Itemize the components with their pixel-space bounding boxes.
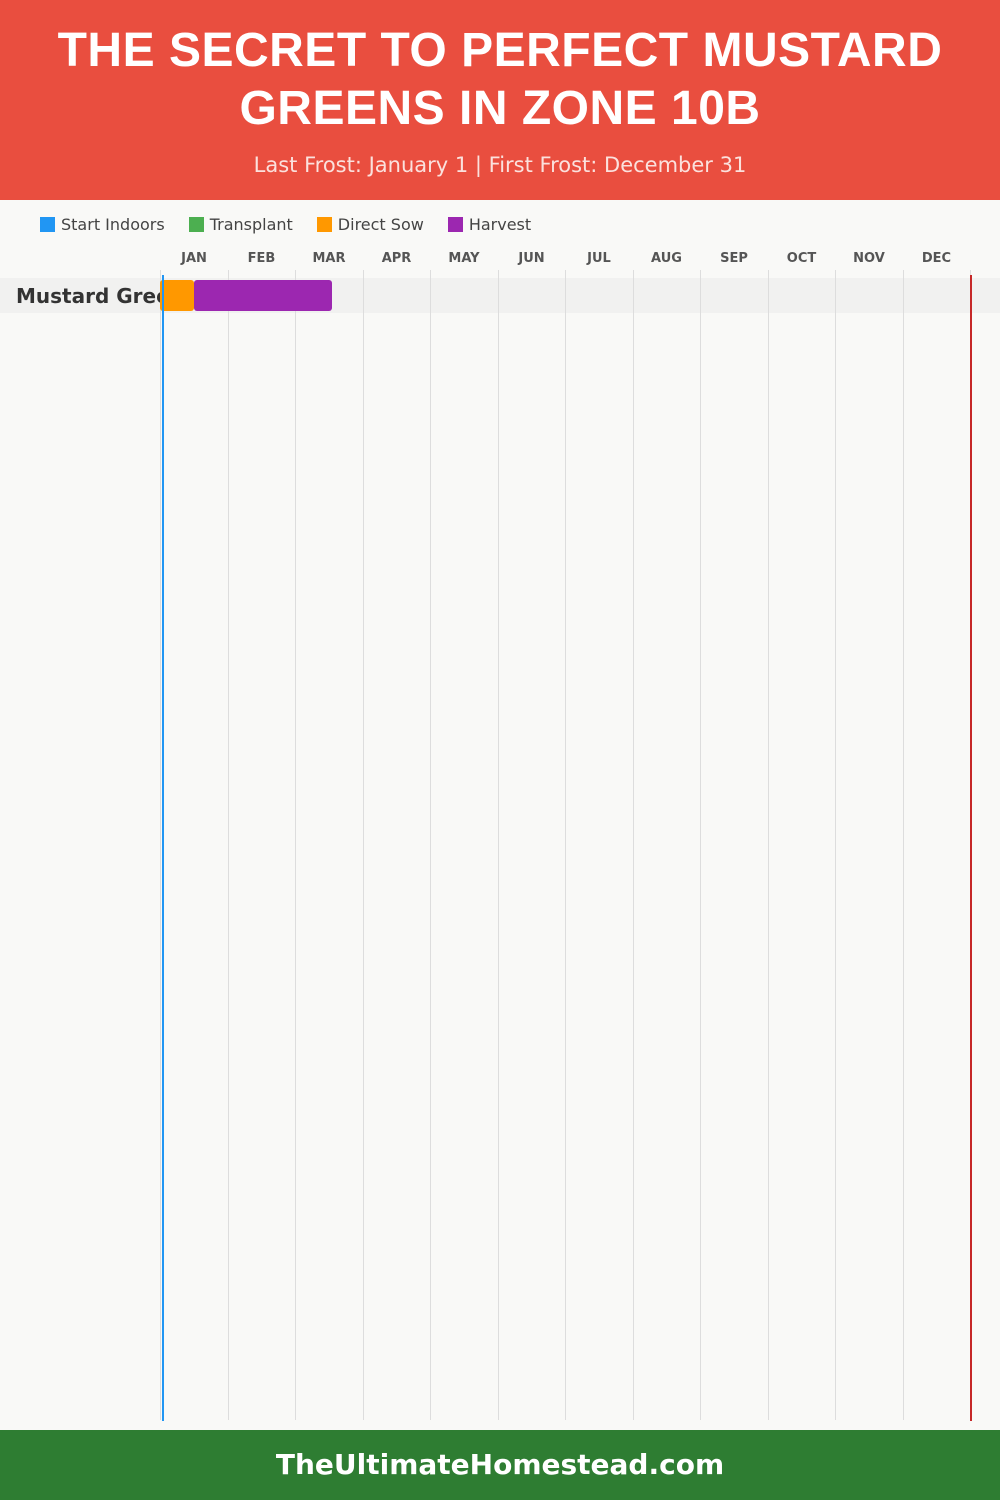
gridline [835,270,836,1420]
gridline [430,270,431,1420]
gridline [700,270,701,1420]
legend-swatch [40,217,55,232]
month-label: NOV [853,251,885,266]
legend-label: Harvest [468,215,532,234]
bar-harvest [193,280,333,311]
month-label: DEC [921,251,952,266]
header: THE SECRET TO PERFECT MUSTARD GREENS IN … [0,0,1000,200]
legend-swatch [316,217,332,232]
gridline [767,270,769,1420]
frost-line-first-frost [970,275,972,1421]
month-label: JUN [518,251,545,266]
row-label: Mustard Greens [16,284,160,308]
legend-item: Transplant [188,215,293,234]
month-label: OCT [786,251,817,266]
legend-label: Direct Sow [337,215,424,234]
frost-line-last-frost [162,275,165,1421]
month-label: APR [381,251,412,266]
gridline [295,270,296,1420]
gridline [902,270,904,1420]
legend-label: Transplant [209,215,293,234]
gridline [160,270,161,1420]
legend-item: Direct Sow [316,215,424,234]
legend: Start Indoors Transplant Direct Sow Harvest [40,215,531,234]
month-label: AUG [651,251,682,266]
month-label: MAR [312,251,346,266]
frost-dates-subtitle: Last Frost: January 1 | First Frost: Dec… [253,153,747,177]
legend-swatch [447,217,463,232]
legend-item: Start Indoors [40,215,165,234]
gridline [497,270,499,1420]
gridline [565,270,566,1420]
legend-swatch [188,217,204,232]
footer-site[interactable]: TheUltimateHomestead.com [0,1430,1000,1500]
gridline [362,270,364,1420]
page-title: THE SECRET TO PERFECT MUSTARD GREENS IN … [57,24,943,135]
month-label: JUL [587,251,611,266]
month-label: FEB [247,251,276,266]
month-label: JAN [181,251,207,266]
gridline [227,270,229,1420]
legend-label: Start Indoors [61,215,165,234]
gridline [632,270,634,1420]
month-label: SEP [720,251,748,266]
month-label: MAY [448,251,480,266]
legend-item: Harvest [447,215,532,234]
bar-direct-sow [160,280,194,311]
